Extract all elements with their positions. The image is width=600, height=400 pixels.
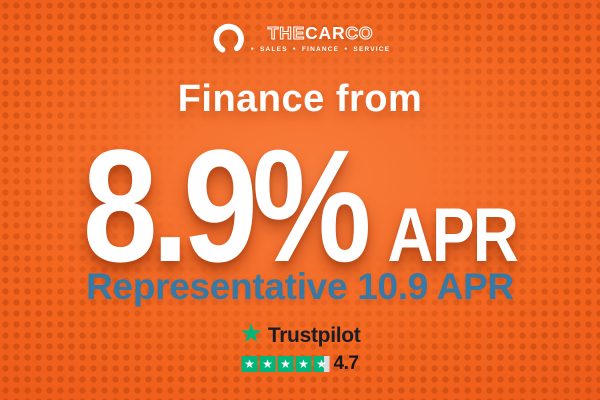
logo-text: THE CAR CO ● SALES ● FINANCE ● SERVICE xyxy=(250,23,391,54)
tagline-bullet-icon: ● xyxy=(344,46,349,53)
brand-co: CO xyxy=(345,23,374,43)
trustpilot-star-box: ★ xyxy=(313,356,330,372)
subheadline: Representative 10.9 APR xyxy=(86,266,514,307)
rate-unit: APR xyxy=(387,193,518,278)
star-glyph-icon: ★ xyxy=(262,357,273,371)
star-glyph-icon: ★ xyxy=(280,357,291,371)
trustpilot-brand-name: Trustpilot xyxy=(267,323,361,347)
trustpilot-star-icon: ★ xyxy=(239,318,263,348)
trustpilot-star-box: ★ xyxy=(241,356,258,372)
headline-kicker: Finance from xyxy=(177,78,423,120)
tagline-bullet-icon: ● xyxy=(250,46,255,53)
headline-rate: 8.9% APR xyxy=(48,126,552,286)
trustpilot-rating-row: ★ ★ ★ ★ ★ 4.7 xyxy=(241,353,359,375)
logo-tagline: ● SALES ● FINANCE ● SERVICE xyxy=(250,45,391,54)
tagline-item: FINANCE xyxy=(301,45,340,53)
trustpilot-brand-row: ★ Trustpilot xyxy=(239,318,361,348)
star-glyph-icon: ★ xyxy=(244,357,255,371)
tagline-item: SERVICE xyxy=(353,45,391,53)
trustpilot-star-box: ★ xyxy=(295,356,312,372)
star-glyph-icon: ★ xyxy=(316,357,327,371)
brand-car: CAR xyxy=(305,23,346,43)
trustpilot-star-box: ★ xyxy=(259,356,276,372)
tagline-item: SALES xyxy=(259,45,288,53)
car-co-ring-icon xyxy=(213,23,244,55)
trustpilot-block: ★ Trustpilot ★ ★ ★ ★ ★ 4.7 xyxy=(239,318,361,375)
rate-value: 8.9% xyxy=(82,116,372,295)
tagline-bullet-icon: ● xyxy=(292,46,297,53)
trustpilot-stars-row: ★ ★ ★ ★ ★ xyxy=(241,356,330,372)
trustpilot-score: 4.7 xyxy=(333,353,359,374)
brand-the: THE xyxy=(267,23,306,43)
logo: THE CAR CO ● SALES ● FINANCE ● SERVICE xyxy=(210,20,391,58)
brand-wordmark: THE CAR CO xyxy=(267,23,374,43)
trustpilot-star-box: ★ xyxy=(277,356,294,372)
star-glyph-icon: ★ xyxy=(298,357,309,371)
